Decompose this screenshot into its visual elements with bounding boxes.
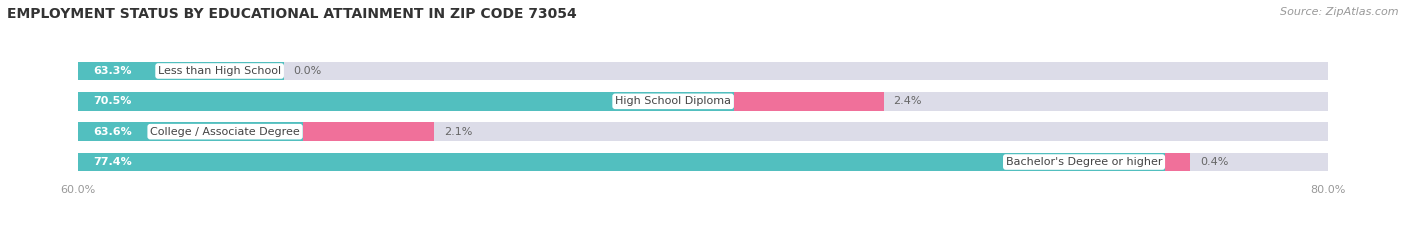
Bar bbox=[734, 92, 884, 111]
Bar bbox=[304, 122, 434, 141]
Bar bbox=[79, 153, 1327, 171]
Text: 63.6%: 63.6% bbox=[94, 127, 132, 137]
Bar bbox=[79, 62, 1327, 80]
Bar bbox=[79, 92, 734, 111]
Text: High School Diploma: High School Diploma bbox=[614, 96, 731, 106]
Text: 0.4%: 0.4% bbox=[1199, 157, 1229, 167]
Text: EMPLOYMENT STATUS BY EDUCATIONAL ATTAINMENT IN ZIP CODE 73054: EMPLOYMENT STATUS BY EDUCATIONAL ATTAINM… bbox=[7, 7, 576, 21]
Bar bbox=[79, 122, 304, 141]
Bar bbox=[1166, 153, 1191, 171]
Text: 63.3%: 63.3% bbox=[94, 66, 132, 76]
Bar bbox=[79, 92, 1327, 111]
Text: Source: ZipAtlas.com: Source: ZipAtlas.com bbox=[1281, 7, 1399, 17]
Bar bbox=[79, 122, 1327, 141]
Text: 2.4%: 2.4% bbox=[894, 96, 922, 106]
Bar bbox=[79, 62, 284, 80]
Text: 0.0%: 0.0% bbox=[294, 66, 322, 76]
Text: 70.5%: 70.5% bbox=[94, 96, 132, 106]
Text: Bachelor's Degree or higher: Bachelor's Degree or higher bbox=[1005, 157, 1163, 167]
Text: Less than High School: Less than High School bbox=[157, 66, 281, 76]
Bar bbox=[79, 153, 1166, 171]
Text: College / Associate Degree: College / Associate Degree bbox=[150, 127, 299, 137]
Text: 77.4%: 77.4% bbox=[94, 157, 132, 167]
Text: 2.1%: 2.1% bbox=[444, 127, 472, 137]
